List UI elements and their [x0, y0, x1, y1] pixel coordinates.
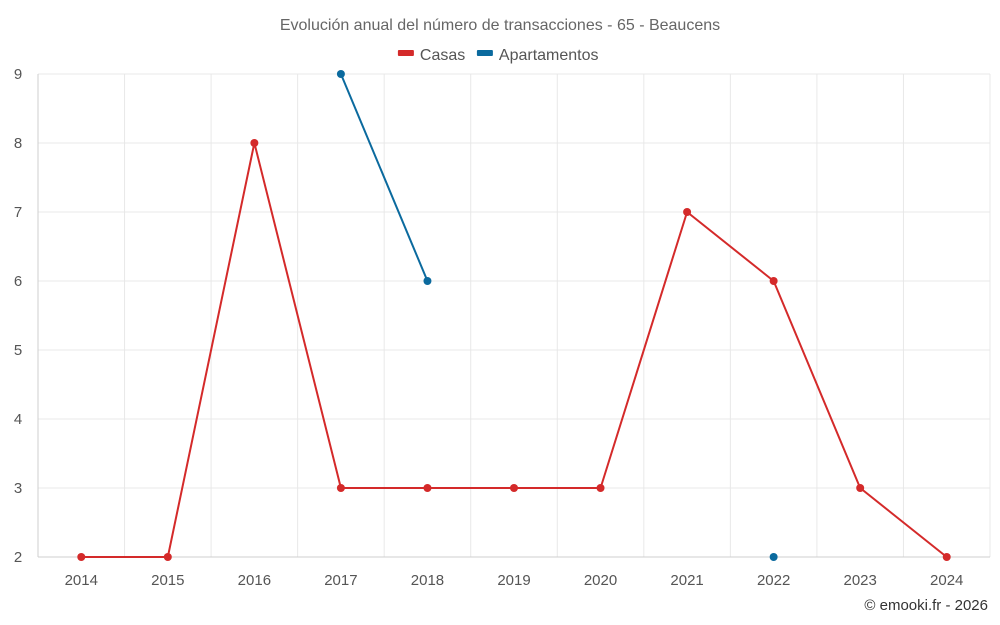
series-layer — [77, 70, 951, 561]
x-tick-label: 2023 — [843, 572, 876, 589]
data-point[interactable] — [250, 139, 259, 147]
y-tick-label: 8 — [14, 135, 22, 152]
y-tick-label: 7 — [14, 204, 22, 221]
data-point[interactable] — [336, 70, 345, 78]
y-tick-label: 3 — [14, 480, 22, 497]
x-tick-label: 2016 — [238, 572, 271, 589]
legend-swatch — [397, 50, 414, 56]
data-point[interactable] — [683, 208, 692, 216]
x-tick-label: 2018 — [411, 572, 444, 589]
legend[interactable]: Casas Apartamentos — [397, 47, 599, 64]
y-tick-label: 4 — [14, 411, 22, 428]
data-point[interactable] — [163, 553, 172, 561]
x-tick-label: 2024 — [930, 572, 963, 589]
legend-item-casas[interactable]: Casas — [397, 47, 465, 64]
data-point[interactable] — [423, 484, 432, 492]
series-line — [339, 73, 429, 282]
x-tick-label: 2020 — [584, 572, 617, 589]
legend-item-apartamentos[interactable]: Apartamentos — [476, 47, 599, 64]
x-tick-label: 2017 — [324, 572, 357, 589]
data-point[interactable] — [769, 277, 778, 285]
data-point[interactable] — [769, 553, 778, 561]
y-tick-label: 2 — [14, 549, 22, 566]
y-tick-label: 5 — [14, 342, 22, 359]
data-point[interactable] — [77, 553, 86, 561]
axes: 2 3 4 5 6 7 8 9 2014 2015 2016 2017 2018 2019 2020 2021… — [14, 66, 990, 589]
legend-label: Casas — [420, 47, 465, 64]
x-tick-label: 2014 — [65, 572, 98, 589]
legend-label: Apartamentos — [499, 47, 599, 64]
data-point[interactable] — [510, 484, 518, 492]
y-tick-label: 9 — [14, 66, 22, 83]
series-casas — [77, 139, 951, 561]
legend-swatch — [476, 50, 493, 56]
chart-title: Evolución anual del número de transaccio… — [280, 17, 720, 34]
x-tick-label: 2015 — [151, 572, 184, 589]
credit-text: © emooki.fr - 2026 — [864, 597, 988, 614]
data-point[interactable] — [942, 553, 951, 561]
y-tick-label: 6 — [14, 273, 22, 290]
data-point[interactable] — [596, 484, 605, 492]
data-point[interactable] — [856, 484, 865, 492]
data-point[interactable] — [336, 484, 345, 492]
series-apartamentos — [336, 70, 778, 561]
data-point[interactable] — [423, 277, 432, 285]
x-tick-label: 2019 — [497, 572, 530, 589]
x-tick-label: 2021 — [670, 572, 703, 589]
x-tick-label: 2022 — [757, 572, 790, 589]
